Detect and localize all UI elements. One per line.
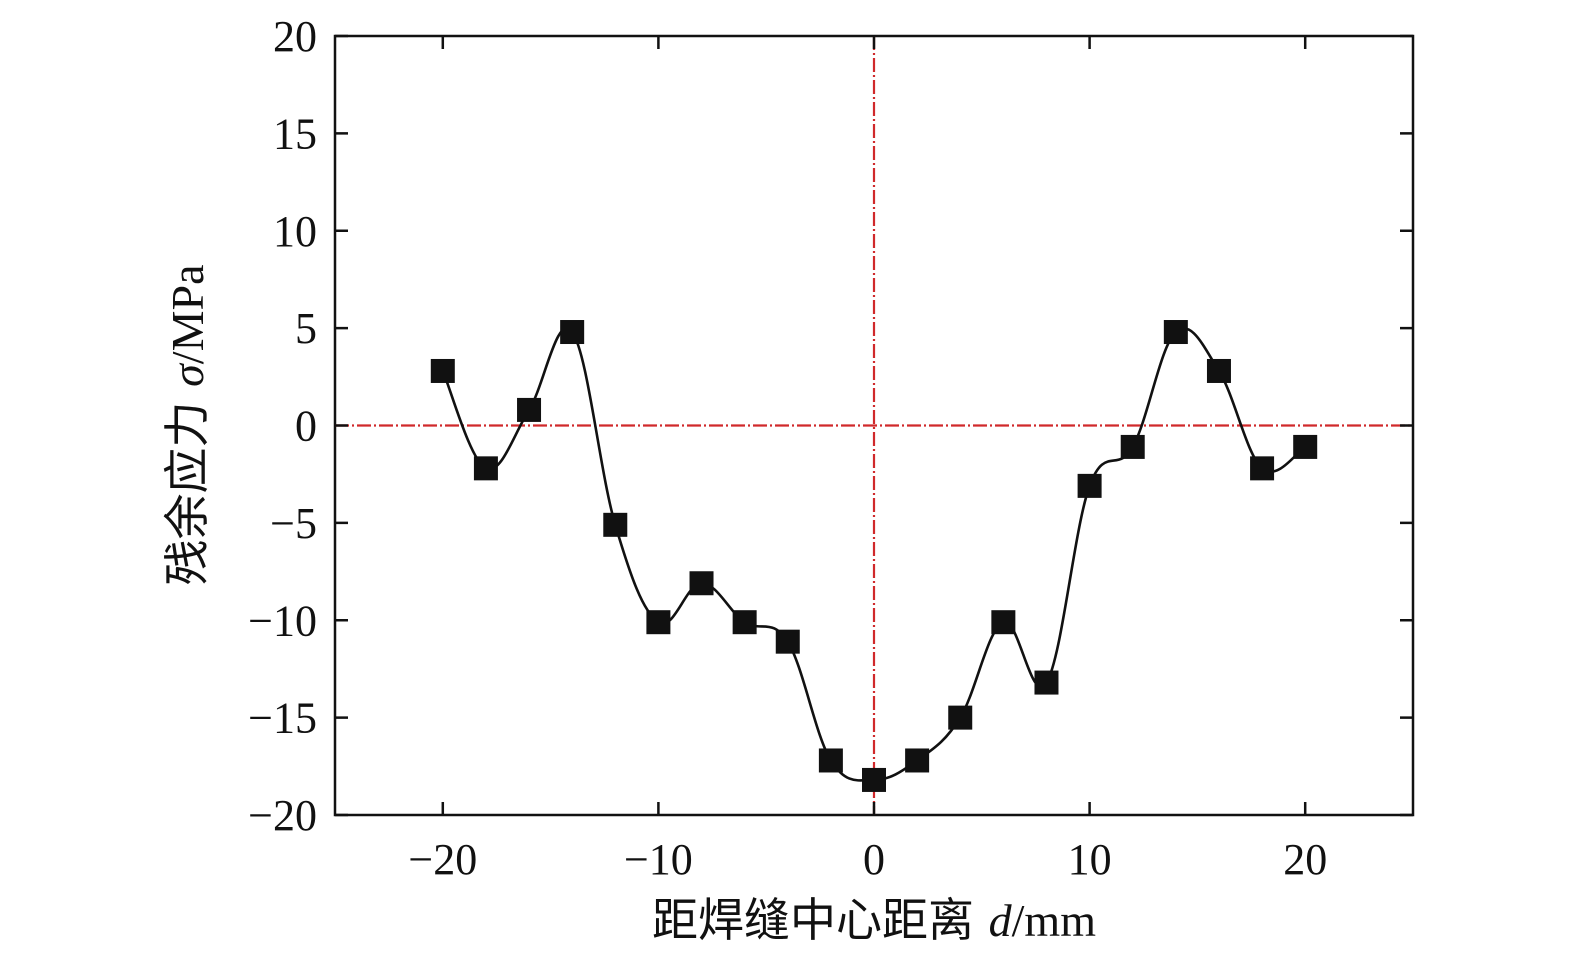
- data-point-marker: [775, 629, 800, 654]
- data-point-marker: [1034, 670, 1059, 695]
- data-point-marker: [646, 610, 671, 635]
- y-tick-label: −20: [248, 791, 317, 840]
- x-axis-symbol: d: [989, 895, 1013, 946]
- x-axis-label-text: 距焊缝中心距离: [652, 893, 989, 947]
- y-tick-label: 15: [273, 109, 317, 158]
- x-tick-label: −20: [408, 835, 477, 884]
- data-point-marker: [430, 358, 455, 383]
- data-point-marker: [1077, 473, 1102, 498]
- data-point-marker: [1206, 358, 1231, 383]
- data-point-marker: [732, 610, 757, 635]
- y-axis-symbol: σ: [162, 362, 213, 387]
- data-point-marker: [473, 456, 498, 481]
- data-point-marker: [905, 748, 930, 773]
- y-axis-label: 残余应力 σ/MPa: [160, 265, 214, 586]
- data-point-marker: [517, 397, 542, 422]
- data-point-marker: [818, 748, 843, 773]
- y-axis-label-text: 残余应力: [160, 387, 214, 586]
- y-tick-label: 0: [295, 402, 317, 451]
- y-tick-label: −15: [248, 694, 317, 743]
- y-axis-unit: /MPa: [162, 265, 213, 365]
- data-point-marker: [862, 767, 886, 792]
- x-tick-label: 0: [863, 835, 885, 884]
- data-point-marker: [689, 571, 714, 596]
- y-tick-label: 5: [295, 304, 317, 353]
- x-tick-labels: −20 −10 0 10 20: [408, 835, 1327, 884]
- y-tick-labels: 20 15 10 5 0 −5 −10 −15 −20: [248, 12, 317, 840]
- x-axis-unit: /mm: [1012, 895, 1097, 946]
- y-tick-label: −10: [248, 596, 317, 645]
- y-tick-label: 10: [273, 207, 317, 256]
- y-tick-label: 20: [273, 12, 317, 61]
- reference-lines: [335, 36, 1413, 815]
- x-tick-label: 10: [1068, 835, 1112, 884]
- data-point-marker: [603, 512, 628, 537]
- axis-ticks: [335, 34, 1413, 817]
- data-point-marker: [560, 320, 585, 345]
- data-point-marker: [1163, 320, 1188, 345]
- x-tick-label: 20: [1283, 835, 1327, 884]
- data-point-marker: [1250, 456, 1275, 481]
- data-point-marker: [1120, 434, 1145, 459]
- x-axis-label: 距焊缝中心距离 d/mm: [652, 893, 1096, 947]
- x-tick-label: −10: [624, 835, 693, 884]
- y-tick-label: −5: [270, 499, 317, 548]
- data-point-marker: [1293, 434, 1318, 459]
- data-point-marker: [948, 705, 973, 730]
- data-point-marker: [991, 610, 1016, 635]
- data-markers: [430, 320, 1318, 792]
